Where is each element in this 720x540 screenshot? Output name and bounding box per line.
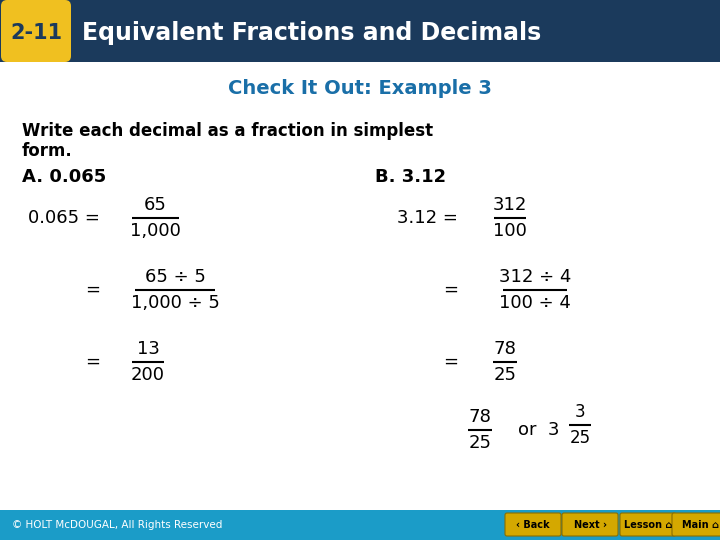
Text: form.: form. [22, 142, 73, 160]
FancyBboxPatch shape [562, 513, 618, 536]
Text: 2-11: 2-11 [10, 23, 62, 43]
Text: 3: 3 [575, 403, 585, 421]
Text: Check It Out: Example 3: Check It Out: Example 3 [228, 78, 492, 98]
Text: =: = [85, 281, 100, 299]
Text: A. 0.065: A. 0.065 [22, 168, 107, 186]
Text: 1,000 ÷ 5: 1,000 ÷ 5 [130, 294, 220, 312]
Text: 100 ÷ 4: 100 ÷ 4 [499, 294, 571, 312]
Text: 65 ÷ 5: 65 ÷ 5 [145, 268, 205, 286]
Text: 65: 65 [143, 196, 166, 214]
Bar [0, 0, 720, 62]
Text: 13: 13 [137, 340, 159, 358]
FancyBboxPatch shape [505, 513, 561, 536]
Text: =: = [85, 353, 100, 371]
Text: 78: 78 [494, 340, 516, 358]
Text: 312: 312 [492, 196, 527, 214]
FancyBboxPatch shape [1, 0, 71, 62]
Text: 0.065 =: 0.065 = [28, 209, 100, 227]
Text: Lesson ⌂: Lesson ⌂ [624, 519, 672, 530]
FancyBboxPatch shape [620, 513, 676, 536]
Text: 100: 100 [493, 222, 527, 240]
Text: 312 ÷ 4: 312 ÷ 4 [499, 268, 571, 286]
Text: Main ⌂: Main ⌂ [682, 519, 719, 530]
Bar [0, 510, 720, 540]
Text: B. 3.12: B. 3.12 [375, 168, 446, 186]
Text: 25: 25 [570, 429, 590, 447]
Text: 200: 200 [131, 366, 165, 384]
Text: 78: 78 [469, 408, 492, 426]
Text: or  3: or 3 [518, 421, 559, 439]
FancyBboxPatch shape [672, 513, 720, 536]
Text: 25: 25 [493, 366, 516, 384]
Text: =: = [443, 353, 458, 371]
Text: Equivalent Fractions and Decimals: Equivalent Fractions and Decimals [82, 21, 541, 45]
Text: 1,000: 1,000 [130, 222, 181, 240]
Text: © HOLT McDOUGAL, All Rights Reserved: © HOLT McDOUGAL, All Rights Reserved [12, 520, 222, 530]
Text: ‹ Back: ‹ Back [516, 519, 550, 530]
Text: 25: 25 [469, 434, 492, 452]
Text: Next ›: Next › [574, 519, 606, 530]
Text: Write each decimal as a fraction in simplest: Write each decimal as a fraction in simp… [22, 122, 433, 140]
Text: =: = [443, 281, 458, 299]
Text: 3.12 =: 3.12 = [397, 209, 458, 227]
